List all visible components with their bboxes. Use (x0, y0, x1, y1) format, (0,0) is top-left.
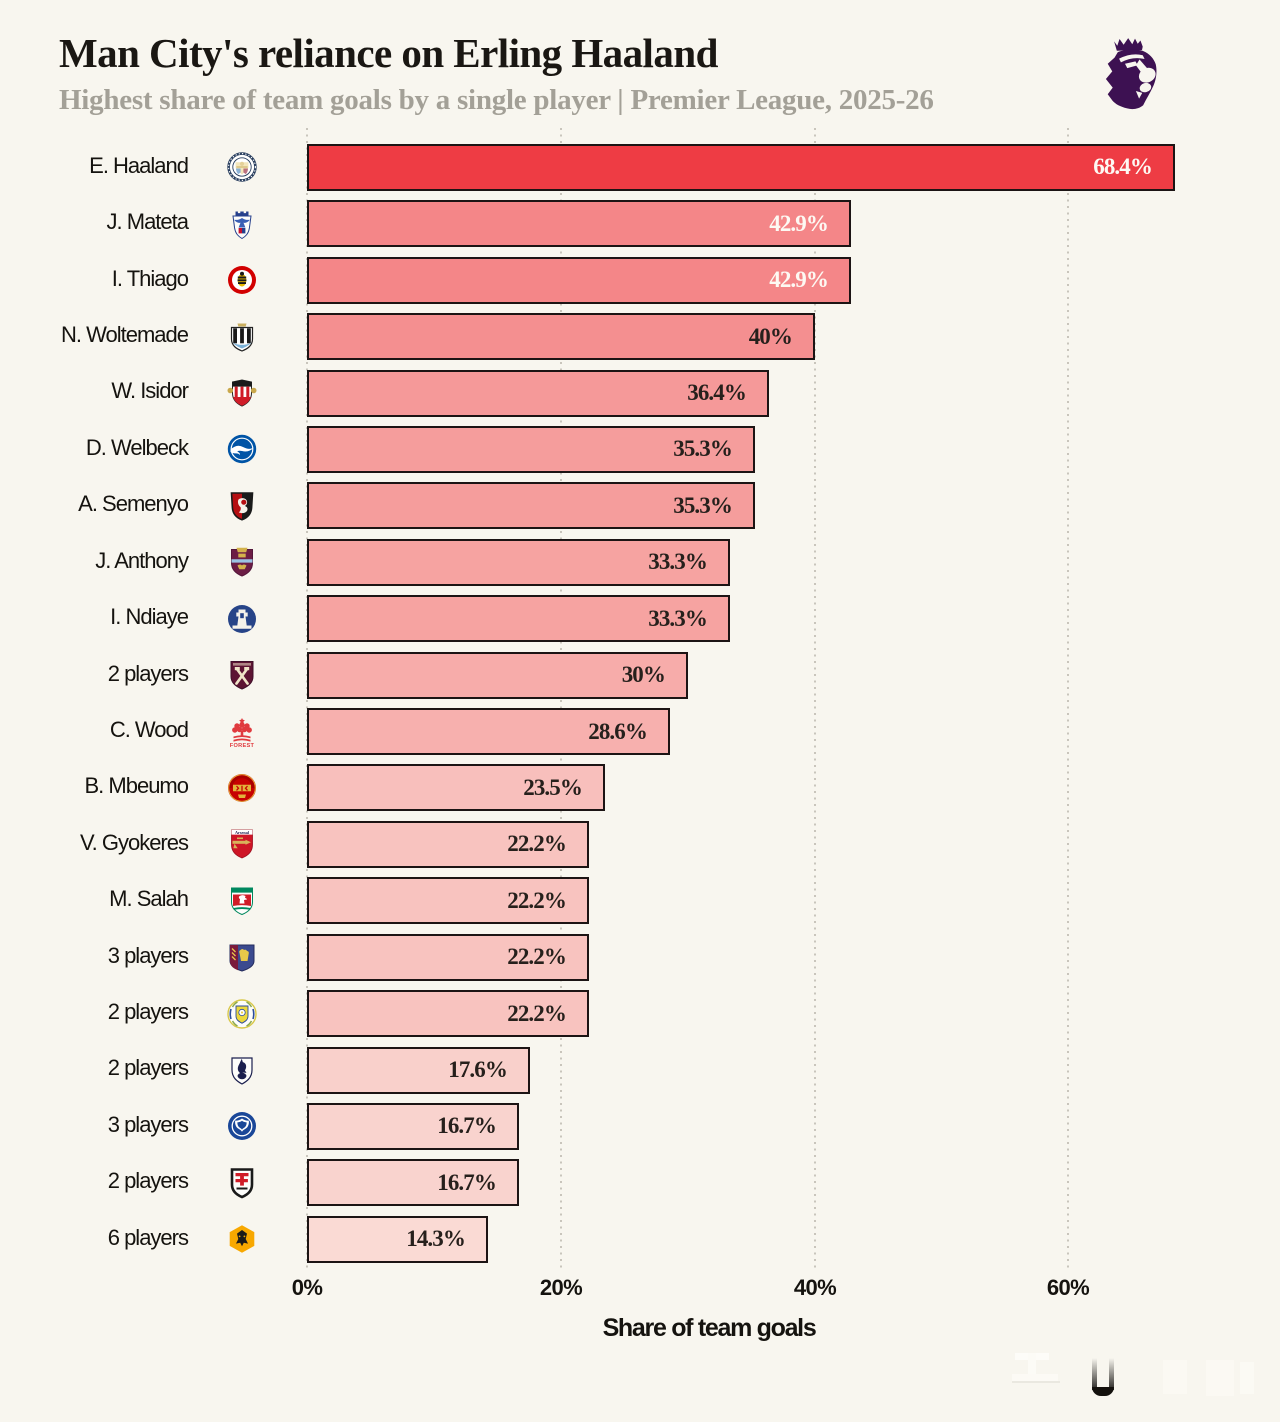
svg-text:Arsenal: Arsenal (235, 830, 250, 835)
svg-text:FOREST: FOREST (230, 743, 255, 748)
